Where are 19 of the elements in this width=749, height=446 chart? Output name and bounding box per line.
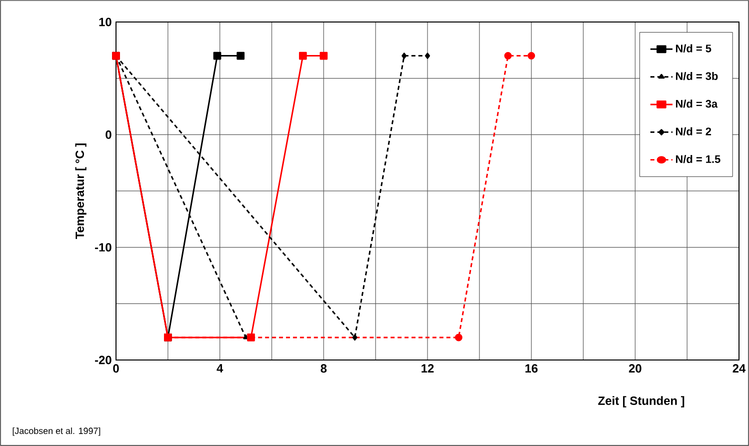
legend-label: N/d = 1.5 xyxy=(676,154,720,164)
x-tick-label: 16 xyxy=(525,364,538,373)
y-tick-label: 10 xyxy=(99,18,112,26)
x-axis-title: Zeit [ Stunden ] xyxy=(598,396,684,408)
x-tick-label: 20 xyxy=(628,364,642,373)
x-tick-label: 0 xyxy=(113,364,119,373)
y-tick-label: -20 xyxy=(95,356,112,364)
x-tick-label: 4 xyxy=(216,364,224,372)
x-tick-label: 12 xyxy=(422,364,434,373)
text: [Jacobsen et al. 1997] xyxy=(12,427,100,436)
x-tick-label: 24 xyxy=(732,364,746,373)
legend-label: N/d = 3a xyxy=(676,100,718,108)
y-axis-title: Temperatur [ °C ] xyxy=(75,144,86,239)
x-tick-label: 8 xyxy=(320,364,327,373)
y-tick-label: -10 xyxy=(95,243,112,252)
legend-label: N/d = 5 xyxy=(676,44,712,52)
legend-label: N/d = 3b xyxy=(676,72,718,80)
legend-label: N/d = 2 xyxy=(676,127,712,136)
y-tick-label: 0 xyxy=(106,130,112,139)
